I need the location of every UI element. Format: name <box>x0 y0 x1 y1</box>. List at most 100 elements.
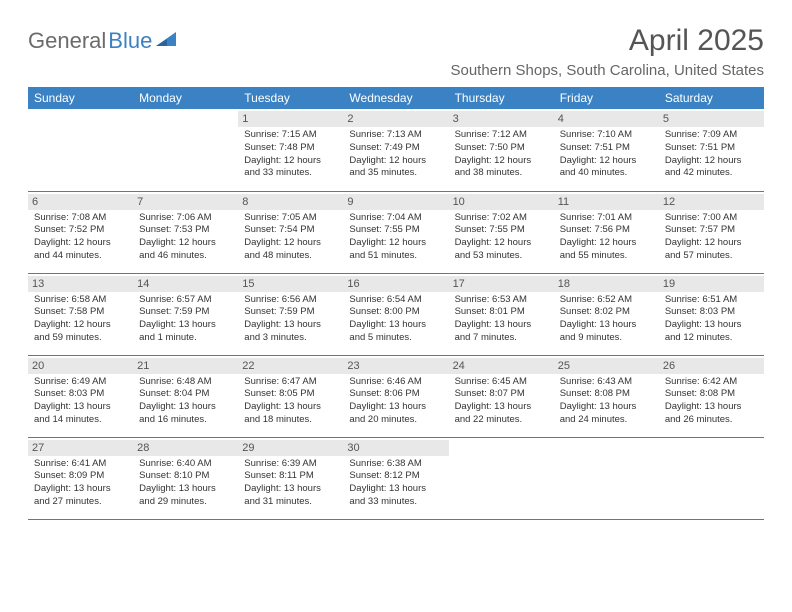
calendar-body: 1Sunrise: 7:15 AMSunset: 7:48 PMDaylight… <box>28 109 764 519</box>
cell-info-line: Sunrise: 7:00 AM <box>665 212 758 225</box>
logo-text-general: General <box>28 28 106 54</box>
day-header: Wednesday <box>343 87 448 109</box>
calendar-week-row: 6Sunrise: 7:08 AMSunset: 7:52 PMDaylight… <box>28 191 764 273</box>
day-number: 28 <box>133 440 238 456</box>
day-number: 16 <box>343 276 448 292</box>
cell-info-line: Daylight: 12 hours <box>455 237 548 250</box>
cell-info-line: Daylight: 12 hours <box>244 155 337 168</box>
cell-info-line: Sunrise: 6:46 AM <box>349 376 442 389</box>
cell-info-line: Sunrise: 7:09 AM <box>665 129 758 142</box>
day-number: 7 <box>133 194 238 210</box>
cell-info-line: Sunset: 8:12 PM <box>349 470 442 483</box>
cell-info-line: Sunset: 8:01 PM <box>455 306 548 319</box>
cell-info-line: Sunset: 7:55 PM <box>349 224 442 237</box>
month-title: April 2025 <box>450 24 764 58</box>
cell-info-line: Sunrise: 6:52 AM <box>560 294 653 307</box>
cell-info-line: Daylight: 13 hours <box>349 319 442 332</box>
cell-info-line: Daylight: 13 hours <box>665 401 758 414</box>
cell-info-line: Sunset: 8:08 PM <box>665 388 758 401</box>
calendar-cell: 1Sunrise: 7:15 AMSunset: 7:48 PMDaylight… <box>238 109 343 191</box>
day-number: 14 <box>133 276 238 292</box>
cell-info-line: and 27 minutes. <box>34 496 127 509</box>
cell-info-line: Daylight: 13 hours <box>349 401 442 414</box>
cell-info-line: Sunrise: 6:56 AM <box>244 294 337 307</box>
cell-info-line: Sunset: 8:11 PM <box>244 470 337 483</box>
day-number: 2 <box>343 111 448 127</box>
cell-info-line: Sunset: 8:06 PM <box>349 388 442 401</box>
cell-info-line: Sunrise: 6:39 AM <box>244 458 337 471</box>
calendar-cell: 15Sunrise: 6:56 AMSunset: 7:59 PMDayligh… <box>238 273 343 355</box>
day-number: 22 <box>238 358 343 374</box>
cell-info-line: and 14 minutes. <box>34 414 127 427</box>
cell-info-line: Sunset: 8:03 PM <box>665 306 758 319</box>
cell-info-line: Sunset: 8:07 PM <box>455 388 548 401</box>
cell-info-line: Sunset: 8:09 PM <box>34 470 127 483</box>
day-header: Tuesday <box>238 87 343 109</box>
day-number: 18 <box>554 276 659 292</box>
cell-info-line: Sunrise: 6:49 AM <box>34 376 127 389</box>
day-number: 10 <box>449 194 554 210</box>
cell-info-line: Sunset: 8:04 PM <box>139 388 232 401</box>
day-number: 4 <box>554 111 659 127</box>
day-number: 20 <box>28 358 133 374</box>
day-number: 19 <box>659 276 764 292</box>
calendar-cell: 28Sunrise: 6:40 AMSunset: 8:10 PMDayligh… <box>133 437 238 519</box>
day-header: Friday <box>554 87 659 109</box>
cell-info-line: Sunrise: 6:57 AM <box>139 294 232 307</box>
day-number: 25 <box>554 358 659 374</box>
day-number: 11 <box>554 194 659 210</box>
calendar-cell: 23Sunrise: 6:46 AMSunset: 8:06 PMDayligh… <box>343 355 448 437</box>
cell-info-line: Daylight: 13 hours <box>560 401 653 414</box>
day-number: 29 <box>238 440 343 456</box>
calendar-cell: 14Sunrise: 6:57 AMSunset: 7:59 PMDayligh… <box>133 273 238 355</box>
cell-info-line: Sunset: 8:10 PM <box>139 470 232 483</box>
calendar-cell: 30Sunrise: 6:38 AMSunset: 8:12 PMDayligh… <box>343 437 448 519</box>
cell-info-line: and 9 minutes. <box>560 332 653 345</box>
cell-info-line: and 7 minutes. <box>455 332 548 345</box>
cell-info-line: and 46 minutes. <box>139 250 232 263</box>
day-header: Thursday <box>449 87 554 109</box>
calendar-cell: 29 Sunrise: 6:39 AMSunset: 8:11 PMDayligh… <box>238 437 343 519</box>
cell-info-line: Sunrise: 6:48 AM <box>139 376 232 389</box>
cell-info-line: Sunrise: 6:47 AM <box>244 376 337 389</box>
calendar-week-row: 27Sunrise: 6:41 AMSunset: 8:09 PMDayligh… <box>28 437 764 519</box>
day-number: 9 <box>343 194 448 210</box>
cell-info-line: Sunset: 7:53 PM <box>139 224 232 237</box>
calendar-cell: 20 Sunrise: 6:49 AMSunset: 8:03 PMDayligh… <box>28 355 133 437</box>
cell-info-line: and 20 minutes. <box>349 414 442 427</box>
calendar-cell: 19Sunrise: 6:51 AMSunset: 8:03 PMDayligh… <box>659 273 764 355</box>
cell-info-line: and 57 minutes. <box>665 250 758 263</box>
cell-info-line: Sunset: 8:00 PM <box>349 306 442 319</box>
cell-info-line: Sunset: 7:56 PM <box>560 224 653 237</box>
cell-info-line: Daylight: 13 hours <box>139 401 232 414</box>
cell-info-line: and 16 minutes. <box>139 414 232 427</box>
calendar-cell: 16Sunrise: 6:54 AMSunset: 8:00 PMDayligh… <box>343 273 448 355</box>
cell-info-line: Daylight: 13 hours <box>139 483 232 496</box>
calendar-cell: 24Sunrise: 6:45 AMSunset: 8:07 PMDayligh… <box>449 355 554 437</box>
calendar-cell: 6Sunrise: 7:08 AMSunset: 7:52 PMDaylight… <box>28 191 133 273</box>
cell-info-line: Daylight: 12 hours <box>139 237 232 250</box>
cell-info-line: Sunrise: 6:58 AM <box>34 294 127 307</box>
cell-info-line: and 29 minutes. <box>139 496 232 509</box>
calendar-cell: 17Sunrise: 6:53 AMSunset: 8:01 PMDayligh… <box>449 273 554 355</box>
cell-info-line: Sunset: 8:03 PM <box>34 388 127 401</box>
day-number: 8 <box>238 194 343 210</box>
cell-info-line: Daylight: 12 hours <box>665 237 758 250</box>
day-number: 26 <box>659 358 764 374</box>
cell-info-line: Daylight: 13 hours <box>34 401 127 414</box>
calendar-cell: 7Sunrise: 7:06 AMSunset: 7:53 PMDaylight… <box>133 191 238 273</box>
calendar-cell <box>133 109 238 191</box>
day-number: 17 <box>449 276 554 292</box>
cell-info-line: and 59 minutes. <box>34 332 127 345</box>
cell-info-line: and 26 minutes. <box>665 414 758 427</box>
cell-info-line: Sunrise: 6:45 AM <box>455 376 548 389</box>
cell-info-line: Sunrise: 6:53 AM <box>455 294 548 307</box>
cell-info-line: Sunset: 8:05 PM <box>244 388 337 401</box>
cell-info-line: Sunset: 7:57 PM <box>665 224 758 237</box>
cell-info-line: and 38 minutes. <box>455 167 548 180</box>
cell-info-line: Daylight: 12 hours <box>244 237 337 250</box>
cell-info-line: Sunrise: 6:43 AM <box>560 376 653 389</box>
cell-info-line: Sunrise: 7:04 AM <box>349 212 442 225</box>
cell-info-line: Daylight: 13 hours <box>244 483 337 496</box>
cell-info-line: Sunset: 7:59 PM <box>139 306 232 319</box>
